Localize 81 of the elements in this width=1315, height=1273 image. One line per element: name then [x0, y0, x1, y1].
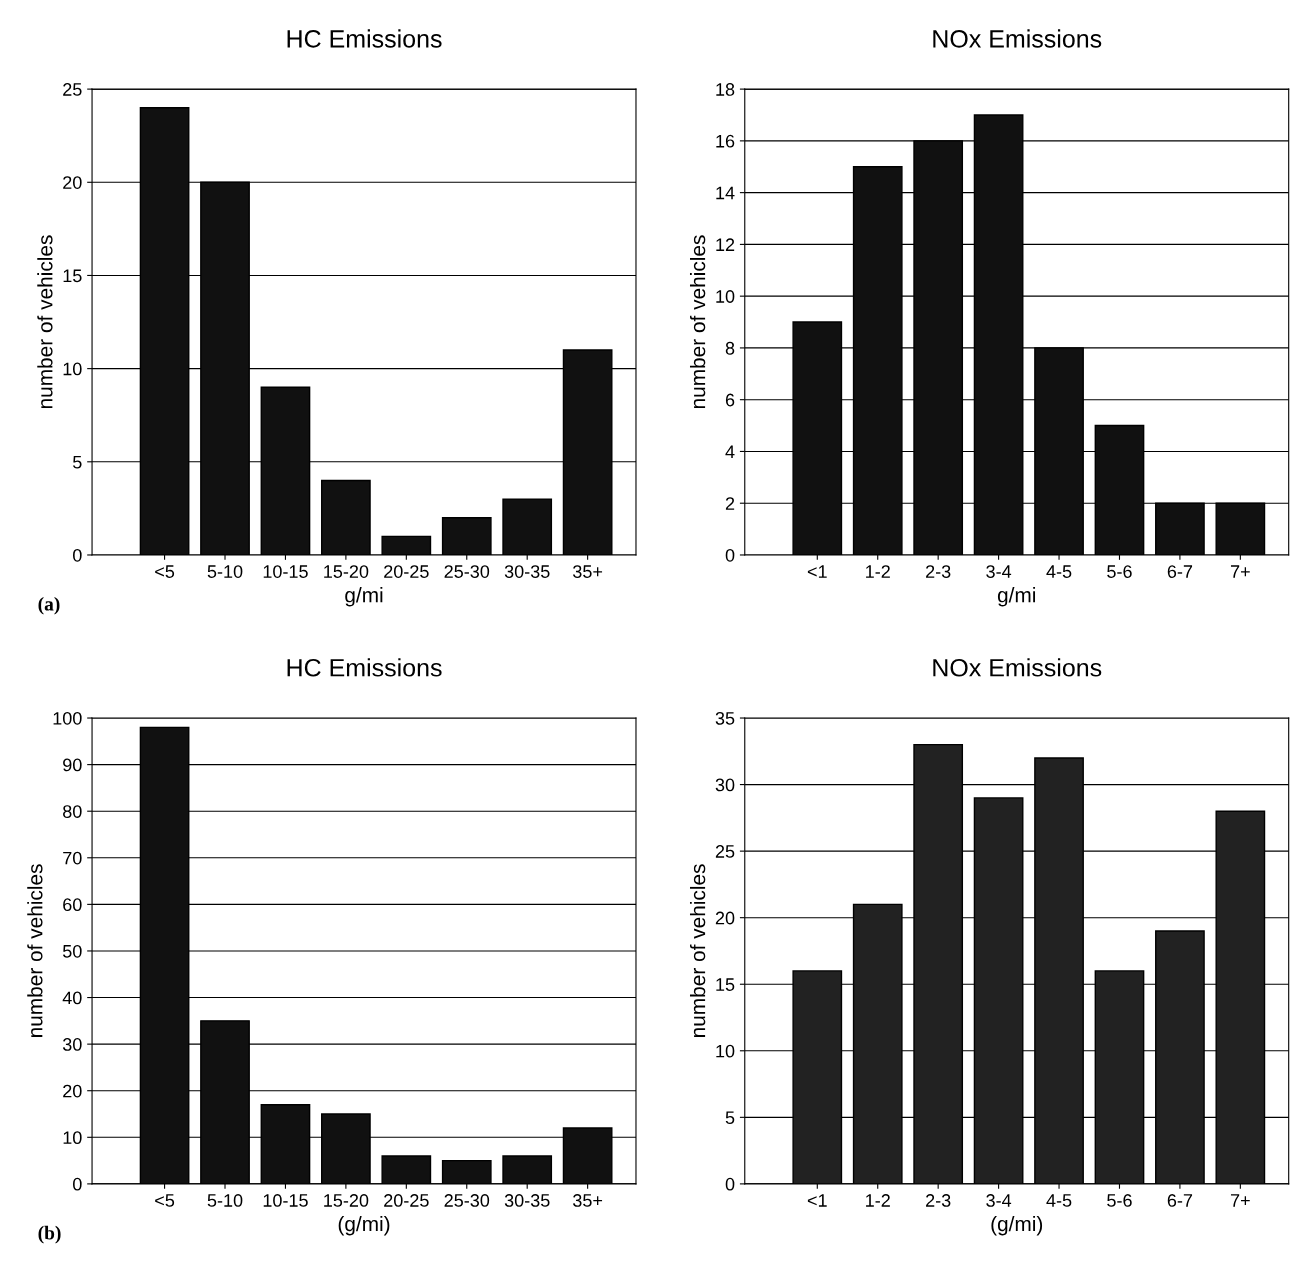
y-tick-label: 0 — [72, 1177, 82, 1191]
y-tick-label: 10 — [63, 1131, 82, 1145]
y-tick-label: 70 — [63, 851, 82, 865]
y-tick-label: 20 — [63, 1084, 82, 1098]
y-tick-label: 15 — [716, 978, 735, 991]
x-tick-label: <1 — [807, 565, 827, 578]
chart-title: NOx Emissions — [933, 658, 1102, 677]
x-tick-label: 5-10 — [207, 565, 243, 578]
x-tick-label: 1-2 — [866, 1194, 890, 1207]
x-axis-title: g/mi — [997, 587, 1036, 607]
y-tick-label: 10 — [63, 362, 82, 376]
chart-title: HC Emissions — [287, 29, 442, 48]
y-tick-label: 8 — [725, 341, 735, 355]
x-axis-title: (g/mi) — [338, 1216, 390, 1236]
y-tick-label: 6 — [725, 393, 735, 407]
y-tick-label: 100 — [53, 711, 82, 725]
x-tick-label: 35+ — [573, 1194, 603, 1207]
y-tick-label: 15 — [63, 269, 82, 283]
y-axis-title: number of vehicles — [37, 235, 53, 409]
y-tick-label: 2 — [725, 497, 735, 510]
y-tick-label: 14 — [716, 186, 735, 200]
x-tick-label: <5 — [155, 1194, 175, 1207]
x-tick-label: 5-6 — [1107, 1194, 1132, 1207]
y-tick-label: 30 — [62, 1038, 82, 1051]
x-tick-label: 2-3 — [926, 1194, 951, 1207]
y-tick-label: 18 — [716, 83, 735, 96]
x-tick-label: 20-25 — [384, 1194, 429, 1207]
y-tick-label: 12 — [716, 238, 735, 251]
x-tick-label: 4-5 — [1046, 565, 1072, 578]
x-tick-label: 7+ — [1230, 1194, 1250, 1207]
y-tick-label: 5 — [725, 1111, 735, 1125]
y-tick-label: 20 — [63, 176, 82, 189]
x-tick-label: 3-4 — [986, 1194, 1012, 1207]
x-tick-label: 30-35 — [504, 565, 550, 578]
x-tick-label: 5-6 — [1107, 565, 1132, 578]
y-tick-label: 50 — [62, 944, 82, 958]
x-tick-label: <5 — [155, 565, 175, 578]
y-tick-label: 60 — [63, 898, 82, 912]
chart-title: HC Emissions — [287, 658, 442, 677]
x-tick-label: <1 — [807, 1194, 827, 1207]
y-tick-label: 0 — [725, 1177, 735, 1191]
x-tick-label: 3-4 — [986, 565, 1012, 578]
y-tick-label: 30 — [715, 778, 735, 792]
x-tick-label: 6-7 — [1167, 565, 1193, 578]
x-tick-label: 35+ — [573, 565, 603, 578]
y-tick-label: 25 — [63, 83, 82, 96]
y-tick-label: 25 — [715, 845, 735, 858]
y-tick-label: 0 — [725, 548, 735, 562]
y-tick-label: 10 — [716, 290, 735, 303]
text: (a) — [38, 596, 60, 615]
x-tick-label: 20-25 — [384, 565, 429, 578]
text: (b) — [38, 1225, 61, 1244]
x-tick-label: 25-30 — [444, 1194, 490, 1207]
y-tick-label: 40 — [62, 991, 82, 1005]
x-tick-label: 10-15 — [263, 565, 308, 578]
y-tick-label: 0 — [72, 548, 82, 562]
x-tick-label: 1-2 — [866, 565, 890, 578]
x-tick-label: 15-20 — [324, 565, 369, 578]
y-axis-title: number of vehicles — [689, 864, 706, 1037]
x-tick-label: 7+ — [1230, 565, 1250, 578]
x-tick-label: 30-35 — [504, 1194, 550, 1207]
chart-title: NOx Emissions — [933, 29, 1102, 48]
y-tick-label: 20 — [715, 911, 735, 925]
x-axis-title: g/mi — [345, 587, 383, 607]
x-tick-label: 25-30 — [444, 565, 490, 578]
y-tick-label: 16 — [716, 134, 735, 148]
x-tick-label: 4-5 — [1046, 1194, 1072, 1207]
y-axis-title: number of vehicles — [27, 864, 43, 1037]
y-tick-label: 5 — [73, 455, 82, 469]
y-tick-label: 4 — [725, 445, 735, 458]
y-tick-label: 10 — [716, 1044, 735, 1058]
x-axis-title: (g/mi) — [991, 1216, 1043, 1236]
y-axis-title: number of vehicles — [689, 235, 706, 409]
y-tick-label: 35 — [715, 711, 735, 725]
x-tick-label: 15-20 — [324, 1194, 369, 1207]
y-tick-label: 80 — [63, 805, 82, 818]
y-tick-label: 90 — [63, 758, 82, 772]
x-tick-label: 5-10 — [207, 1194, 243, 1207]
x-tick-label: 10-15 — [263, 1194, 308, 1207]
x-tick-label: 6-7 — [1167, 1194, 1193, 1207]
x-tick-label: 2-3 — [926, 565, 951, 578]
